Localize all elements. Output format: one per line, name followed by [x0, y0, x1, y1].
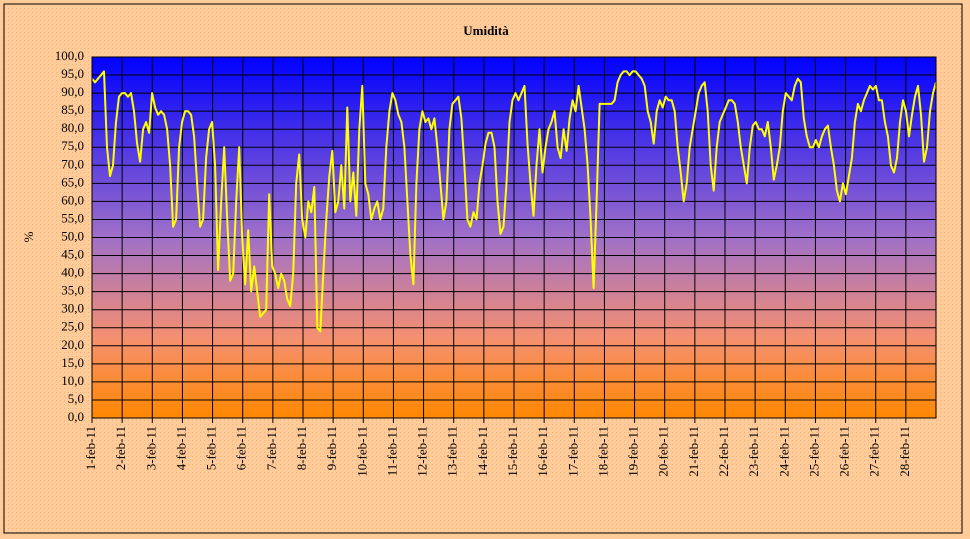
plot-border [91, 56, 937, 419]
x-tick-label: 23-feb-11 [746, 426, 761, 477]
x-tick-label: 28-feb-11 [897, 426, 912, 477]
x-tick-label: 15-feb-11 [505, 426, 520, 477]
x-tick-label: 16-feb-11 [535, 426, 550, 477]
x-tick-label: 25-feb-11 [806, 426, 821, 477]
y-tick-label: 50,0 [61, 228, 84, 243]
y-tick-label: 45,0 [61, 247, 84, 262]
x-tick-label: 12-feb-11 [415, 426, 430, 477]
x-tick-label: 4-feb-11 [173, 426, 188, 470]
x-tick-label: 2-feb-11 [113, 426, 128, 470]
y-tick-label: 10,0 [61, 373, 84, 388]
y-tick-label: 65,0 [61, 174, 84, 189]
x-tick-label: 14-feb-11 [475, 426, 490, 477]
y-tick-label: 75,0 [61, 138, 84, 153]
x-tick-label: 22-feb-11 [716, 426, 731, 477]
y-tick-label: 55,0 [61, 210, 84, 225]
y-tick-label: 25,0 [61, 319, 84, 334]
x-tick-label: 8-feb-11 [294, 426, 309, 470]
y-tick-label: 60,0 [61, 192, 84, 207]
y-tick-label: 30,0 [61, 301, 84, 316]
y-tick-label: 15,0 [61, 355, 84, 370]
x-tick-label: 24-feb-11 [776, 426, 791, 477]
x-tick-label: 11-feb-11 [384, 426, 399, 476]
x-tick-label: 17-feb-11 [565, 426, 580, 477]
y-tick-label: 40,0 [61, 265, 84, 280]
x-tick-label: 26-feb-11 [837, 426, 852, 477]
x-tick-label: 21-feb-11 [686, 426, 701, 477]
x-tick-label: 10-feb-11 [354, 426, 369, 477]
x-tick-label: 20-feb-11 [656, 426, 671, 477]
x-tick-label: 19-feb-11 [626, 426, 641, 477]
x-tick-label: 3-feb-11 [143, 426, 158, 470]
x-tick-label: 1-feb-11 [83, 426, 98, 470]
x-tick-label: 27-feb-11 [867, 426, 882, 477]
humidity-line [91, 70, 937, 333]
x-tick-label: 7-feb-11 [264, 426, 279, 470]
y-tick-label: 85,0 [61, 102, 84, 117]
y-tick-label: 70,0 [61, 156, 84, 171]
y-tick-label: 5,0 [68, 391, 84, 406]
x-tick-label: 6-feb-11 [234, 426, 249, 470]
y-tick-label: 0,0 [68, 409, 84, 424]
y-tick-label: 100,0 [55, 48, 84, 63]
y-tick-label: 80,0 [61, 120, 84, 135]
y-axis-label: % [21, 231, 36, 242]
x-tick-label: 5-feb-11 [204, 426, 219, 470]
y-tick-label: 35,0 [61, 283, 84, 298]
x-tick-label: 9-feb-11 [324, 426, 339, 470]
chart-title: Umidità [463, 23, 509, 38]
x-tick-label: 13-feb-11 [445, 426, 460, 477]
y-tick-label: 95,0 [61, 66, 84, 81]
x-tick-label: 18-feb-11 [595, 426, 610, 477]
y-tick-label: 90,0 [61, 84, 84, 99]
y-tick-label: 20,0 [61, 337, 84, 352]
